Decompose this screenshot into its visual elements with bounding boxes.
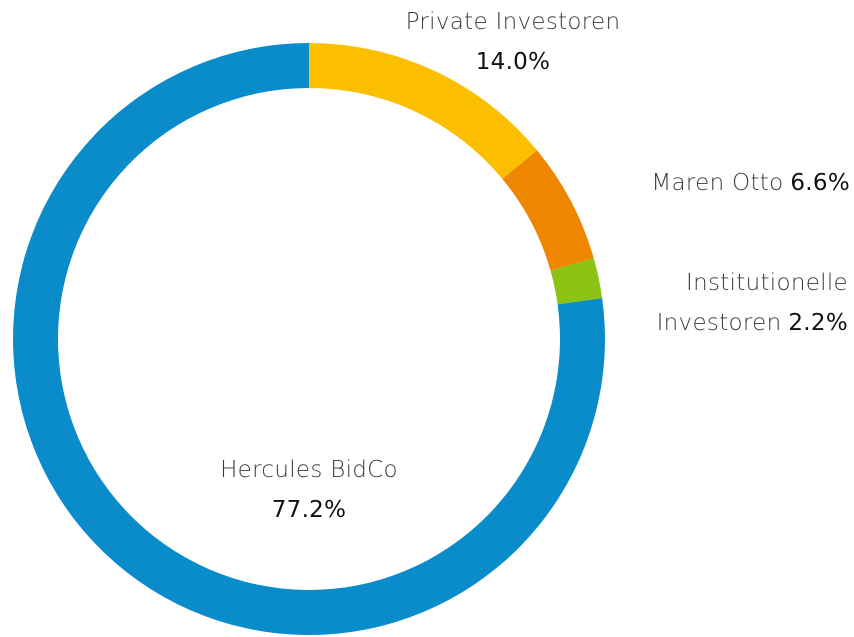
value-label: 2.2%	[788, 310, 848, 336]
category-name: Private Investoren	[405, 9, 621, 35]
value-label: 14.0%	[475, 49, 551, 75]
slice-label: Hercules BidCo 77.2%	[159, 450, 459, 530]
donut-segment	[309, 43, 538, 180]
slice-label: Institutionelle Investoren 2.2%	[640, 263, 848, 343]
category-name: Hercules BidCo	[220, 457, 398, 483]
category-name: Institutionelle Investoren	[656, 270, 848, 336]
category-name: Maren Otto	[651, 170, 784, 196]
slice-label: Private Investoren 14.0%	[363, 2, 663, 82]
slice-label: Maren Otto 6.6%	[560, 163, 850, 203]
donut-segment	[550, 258, 603, 305]
value-label: 6.6%	[790, 170, 850, 196]
value-label: 77.2%	[271, 497, 347, 523]
donut-segment	[502, 150, 594, 271]
